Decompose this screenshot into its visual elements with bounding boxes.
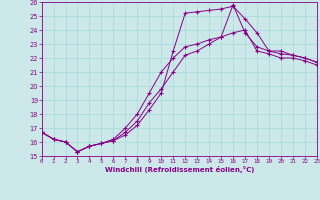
X-axis label: Windchill (Refroidissement éolien,°C): Windchill (Refroidissement éolien,°C) — [105, 166, 254, 173]
